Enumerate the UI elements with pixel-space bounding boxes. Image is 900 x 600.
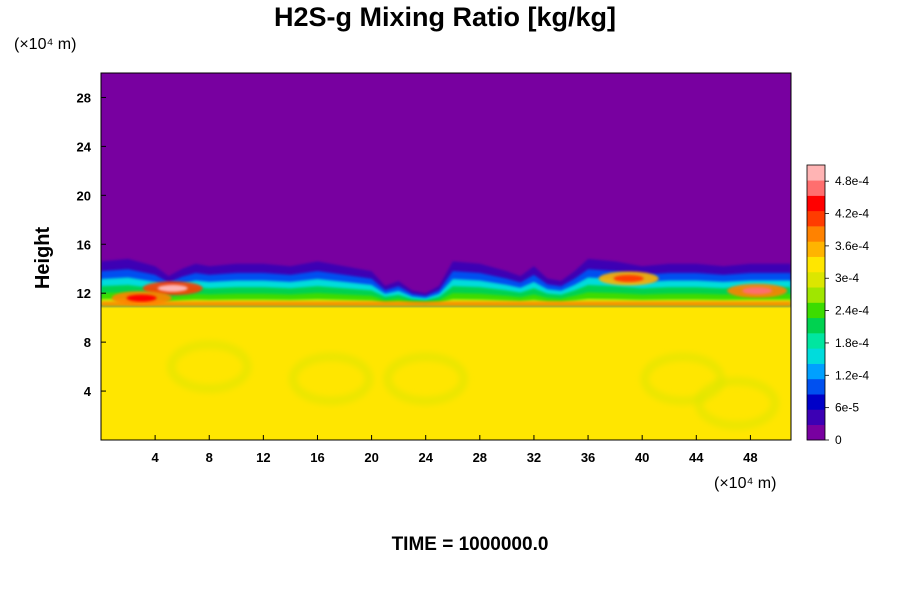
- colorbar-swatch: [807, 210, 825, 227]
- colorbar-swatch: [807, 363, 825, 380]
- colorbar-swatch: [807, 424, 825, 441]
- y-tick-label: 16: [77, 237, 91, 252]
- x-tick-label: 12: [256, 450, 270, 465]
- y-tick-label: 8: [84, 335, 91, 350]
- x-tick-label: 36: [581, 450, 595, 465]
- colorbar-swatch: [807, 317, 825, 334]
- texture-swirl: [383, 352, 469, 406]
- x-tick-label: 40: [635, 450, 649, 465]
- colorbar-swatch: [807, 165, 825, 181]
- colorbar-swatch: [807, 302, 825, 319]
- hotspot-core: [742, 287, 773, 295]
- x-tick-label: 32: [527, 450, 541, 465]
- x-tick-label: 4: [152, 450, 160, 465]
- texture-swirl: [694, 376, 780, 430]
- x-tick-label: 28: [473, 450, 487, 465]
- colorbar-swatch: [807, 271, 825, 288]
- lower-layer: [101, 305, 791, 440]
- hotspot-core: [157, 284, 188, 292]
- colorbar-swatch: [807, 333, 825, 349]
- colorbar-swatch: [807, 378, 825, 395]
- y-axis-label: Height: [32, 227, 54, 290]
- colorbar-frame: [806, 164, 826, 441]
- colorbar-swatch: [807, 287, 825, 303]
- colorbar-ticks: 0 6e-5 1.2e-4 1.8e-4 2.4e-4 3e-4 3.6e-4 4.2e-4 4…: [825, 174, 869, 447]
- colorbar-swatch: [807, 394, 825, 410]
- x-axis-ticks: 4 8 12 16 20 24 28 32 36 40 44 48: [152, 435, 758, 465]
- y-tick-label: 20: [77, 188, 91, 203]
- heatmap-field: [101, 73, 791, 440]
- lower-layer-texture: [166, 340, 780, 430]
- colorbar-tick-label: 3e-4: [835, 271, 859, 285]
- y-tick-label: 28: [77, 90, 91, 105]
- colorbar-swatch: [807, 180, 825, 196]
- colorbar-tick-label: 6e-5: [835, 401, 859, 415]
- plot-frame: [100, 72, 792, 441]
- y-tick-label: 12: [77, 286, 91, 301]
- hotspot-core: [126, 294, 157, 302]
- colorbar-tick-label: 1.8e-4: [835, 336, 869, 350]
- texture-swirl: [288, 352, 374, 406]
- colorbar-tick-label: 1.2e-4: [835, 368, 869, 382]
- y-axis-ticks: 4 8 12 16 20 24 28: [77, 90, 106, 399]
- hotspot-core: [613, 275, 644, 283]
- colorbar-tick-label: 2.4e-4: [835, 304, 869, 318]
- x-tick-label: 48: [743, 450, 757, 465]
- colorbar-swatch: [807, 348, 825, 364]
- x-tick-label: 44: [689, 450, 704, 465]
- y-tick-label: 24: [77, 139, 92, 154]
- colorbar-tick-label: 4.2e-4: [835, 207, 869, 221]
- texture-swirl: [166, 340, 252, 394]
- chart-title: H2S-g Mixing Ratio [kg/kg]: [274, 2, 616, 32]
- colorbar-tick-label: 4.8e-4: [835, 174, 869, 188]
- colorbar-swatch: [807, 256, 825, 273]
- y-tick-label: 4: [84, 384, 92, 399]
- interface-band: [101, 301, 791, 307]
- colorbar-swatch: [807, 195, 825, 212]
- x-tick-label: 24: [418, 450, 433, 465]
- colorbar-tick-label: 3.6e-4: [835, 239, 869, 253]
- colorbar-tick-label: 0: [835, 433, 842, 447]
- colorbar-swatch: [807, 409, 825, 426]
- y-unit-label: (×10⁴ m): [14, 36, 76, 53]
- colorbar: [806, 164, 826, 441]
- hotspots: [111, 271, 788, 306]
- x-tick-label: 16: [310, 450, 324, 465]
- x-tick-label: 8: [206, 450, 213, 465]
- colorbar-swatch: [807, 241, 825, 257]
- time-label: TIME = 1000000.0: [392, 534, 549, 555]
- colorbar-swatch: [807, 226, 825, 242]
- x-tick-label: 20: [364, 450, 378, 465]
- x-unit-label: (×10⁴ m): [714, 475, 776, 492]
